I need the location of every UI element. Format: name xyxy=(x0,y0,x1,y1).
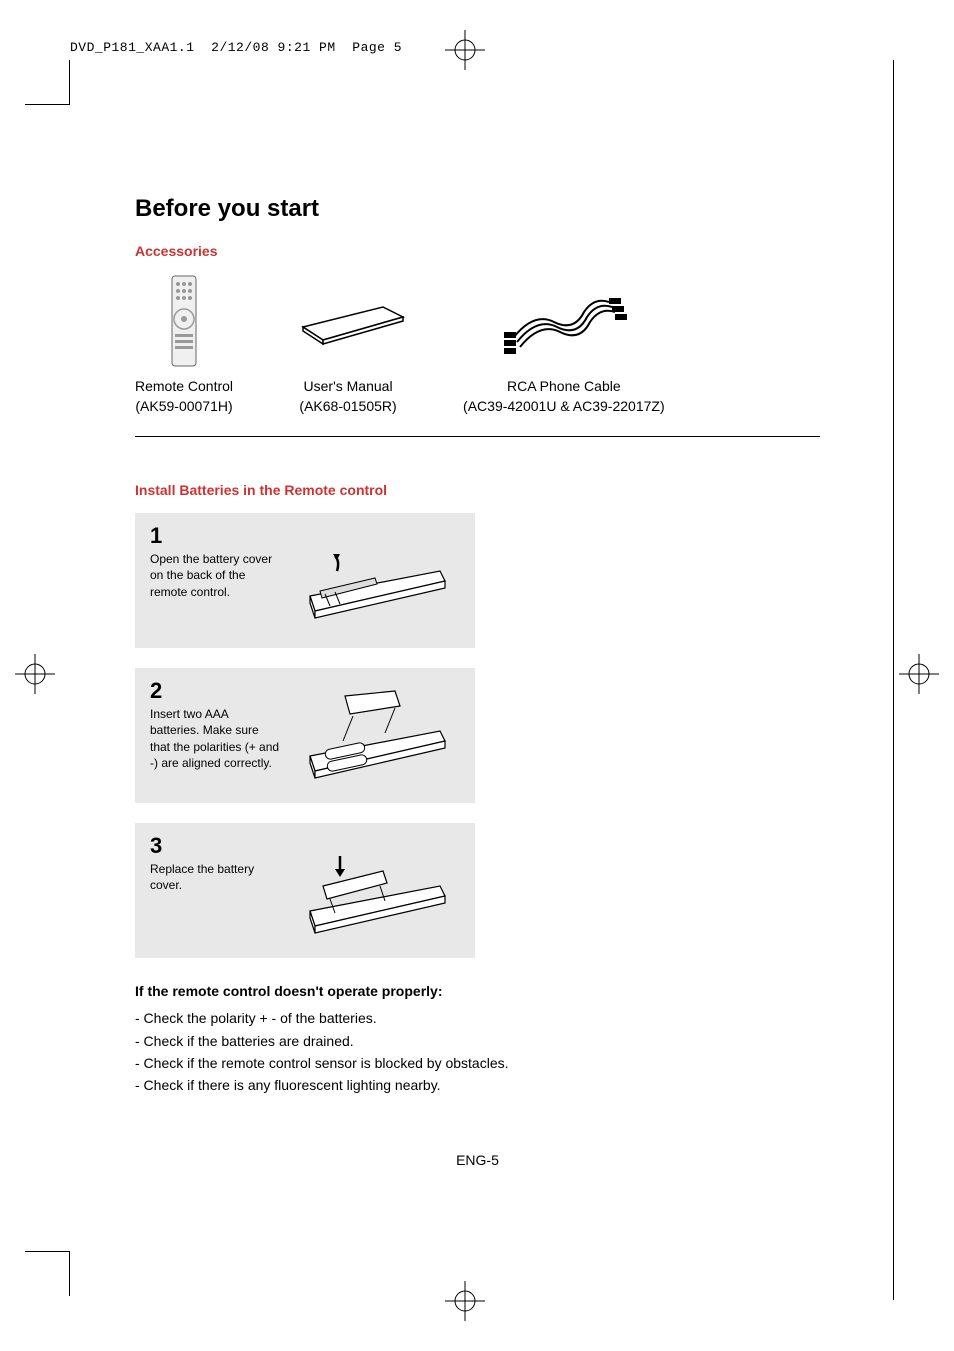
crop-mark-icon xyxy=(445,30,485,70)
crop-mark-icon xyxy=(445,1281,485,1321)
step-description: Open the battery cover on the back of th… xyxy=(150,551,280,600)
accessories-row: Remote Control (AK59-00071H) User's Manu… xyxy=(135,274,820,437)
troubleshoot-list: - Check the polarity + - of the batterie… xyxy=(135,1007,820,1097)
page-title: Before you start xyxy=(135,195,820,223)
troubleshoot-item: - Check if there is any fluorescent ligh… xyxy=(135,1074,820,1096)
trim-line xyxy=(893,60,894,1300)
step-block: 2 Insert two AAA batteries. Make sure th… xyxy=(135,668,475,803)
accessory-part: (AC39-42001U & AC39-22017Z) xyxy=(463,397,665,417)
crop-corner xyxy=(25,60,70,105)
remote-control-icon xyxy=(135,274,233,369)
step-description: Replace the battery cover. xyxy=(150,861,280,893)
step-block: 3 Replace the battery cover. xyxy=(135,823,475,958)
step-number: 3 xyxy=(150,833,280,859)
step-illustration-insert xyxy=(290,678,460,793)
rca-cable-icon xyxy=(463,274,665,369)
troubleshoot-item: - Check if the batteries are drained. xyxy=(135,1030,820,1052)
step-block: 1 Open the battery cover on the back of … xyxy=(135,513,475,648)
file-header: DVD_P181_XAA1.1 2/12/08 9:21 PM Page 5 xyxy=(70,40,402,55)
accessory-name: Remote Control xyxy=(135,377,233,397)
step-illustration-close xyxy=(290,833,460,948)
crop-mark-icon xyxy=(15,654,55,694)
accessory-part: (AK59-00071H) xyxy=(135,397,233,417)
troubleshoot-item: - Check if the remote control sensor is … xyxy=(135,1052,820,1074)
page-number: ENG-5 xyxy=(135,1152,820,1168)
manual-icon xyxy=(283,274,413,369)
accessory-remote: Remote Control (AK59-00071H) xyxy=(135,274,233,416)
accessory-part: (AK68-01505R) xyxy=(283,397,413,417)
crop-mark-icon xyxy=(899,654,939,694)
page-content: Before you start Accessories Remote Cont… xyxy=(135,195,820,1168)
accessory-name: RCA Phone Cable xyxy=(463,377,665,397)
step-description: Insert two AAA batteries. Make sure that… xyxy=(150,706,280,771)
install-title: Install Batteries in the Remote control xyxy=(135,482,820,498)
step-number: 1 xyxy=(150,523,280,549)
accessory-manual: User's Manual (AK68-01505R) xyxy=(283,274,413,416)
step-number: 2 xyxy=(150,678,280,704)
troubleshoot-title: If the remote control doesn't operate pr… xyxy=(135,983,820,999)
troubleshoot-item: - Check the polarity + - of the batterie… xyxy=(135,1007,820,1029)
crop-corner xyxy=(25,1251,70,1296)
step-illustration-open xyxy=(290,523,460,638)
accessory-cable: RCA Phone Cable (AC39-42001U & AC39-2201… xyxy=(463,274,665,416)
accessory-name: User's Manual xyxy=(283,377,413,397)
accessories-title: Accessories xyxy=(135,243,820,259)
